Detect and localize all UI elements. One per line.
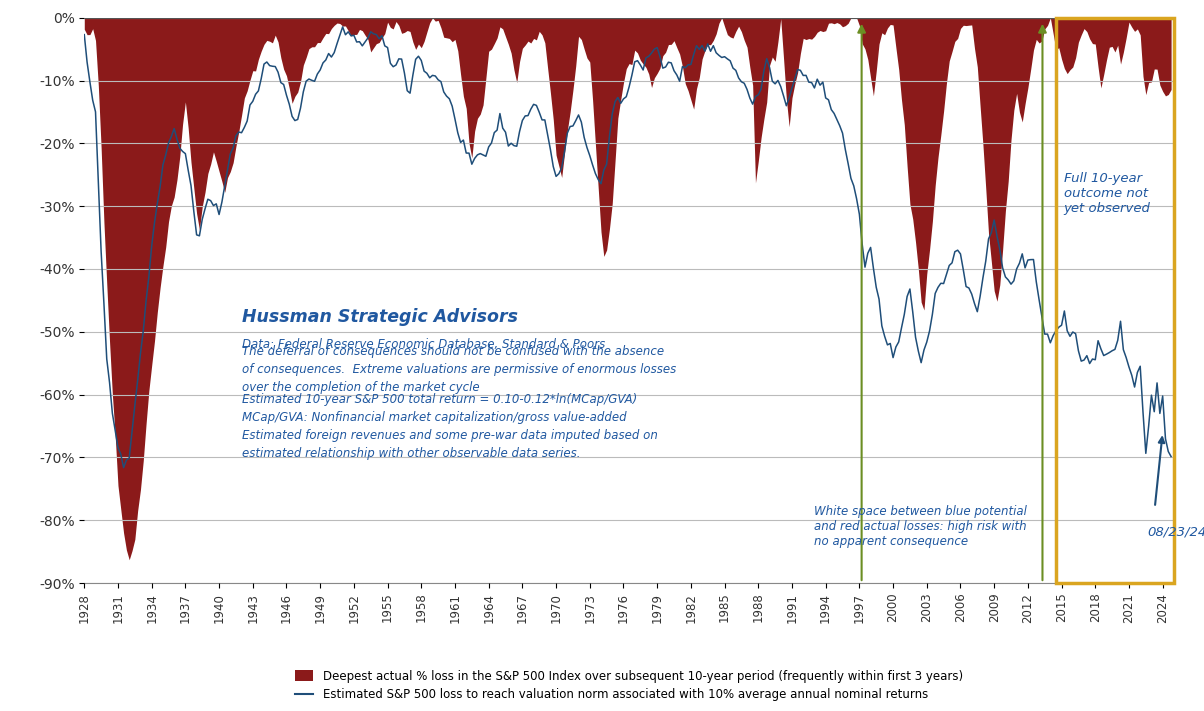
Text: Full 10-year
outcome not
yet observed: Full 10-year outcome not yet observed [1064,172,1151,215]
Text: White space between blue potential
and red actual losses: high risk with
no appa: White space between blue potential and r… [814,505,1027,547]
Text: Data: Federal Reserve Economic Database, Standard & Poors: Data: Federal Reserve Economic Database,… [242,338,604,351]
Text: The deferral of consequences should not be confused with the absence
of conseque: The deferral of consequences should not … [242,346,675,395]
Text: Estimated 10-year S&P 500 total return = 0.10-0.12*ln(MCap/GVA)
MCap/GVA: Nonfin: Estimated 10-year S&P 500 total return =… [242,393,657,461]
Text: Hussman Strategic Advisors: Hussman Strategic Advisors [242,309,518,326]
Legend: Deepest actual % loss in the S&P 500 Index over subsequent 10-year period (frequ: Deepest actual % loss in the S&P 500 Ind… [295,670,963,702]
Bar [1056,18,1174,583]
Text: 08/23/24: 08/23/24 [1147,526,1204,539]
